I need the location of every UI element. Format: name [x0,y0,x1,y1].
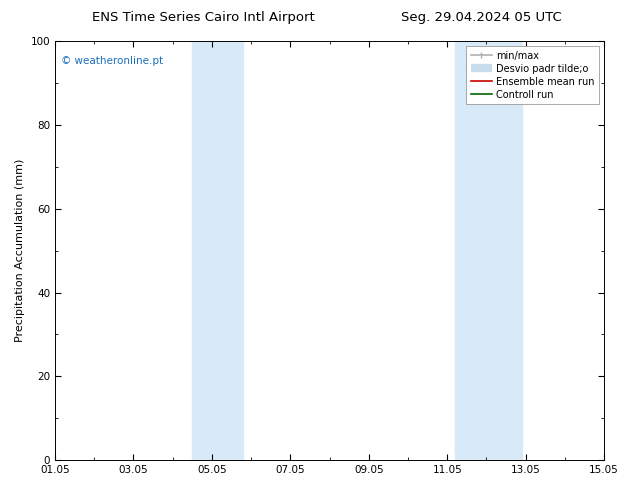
Bar [455,41,522,460]
Text: © weatheronline.pt: © weatheronline.pt [60,56,163,66]
Bar [192,41,243,460]
Y-axis label: Precipitation Accumulation (mm): Precipitation Accumulation (mm) [15,159,25,343]
Text: Seg. 29.04.2024 05 UTC: Seg. 29.04.2024 05 UTC [401,11,562,24]
Legend: min/max, Desvio padr tilde;o, Ensemble mean run, Controll run: min/max, Desvio padr tilde;o, Ensemble m… [466,46,599,104]
Text: ENS Time Series Cairo Intl Airport: ENS Time Series Cairo Intl Airport [91,11,314,24]
